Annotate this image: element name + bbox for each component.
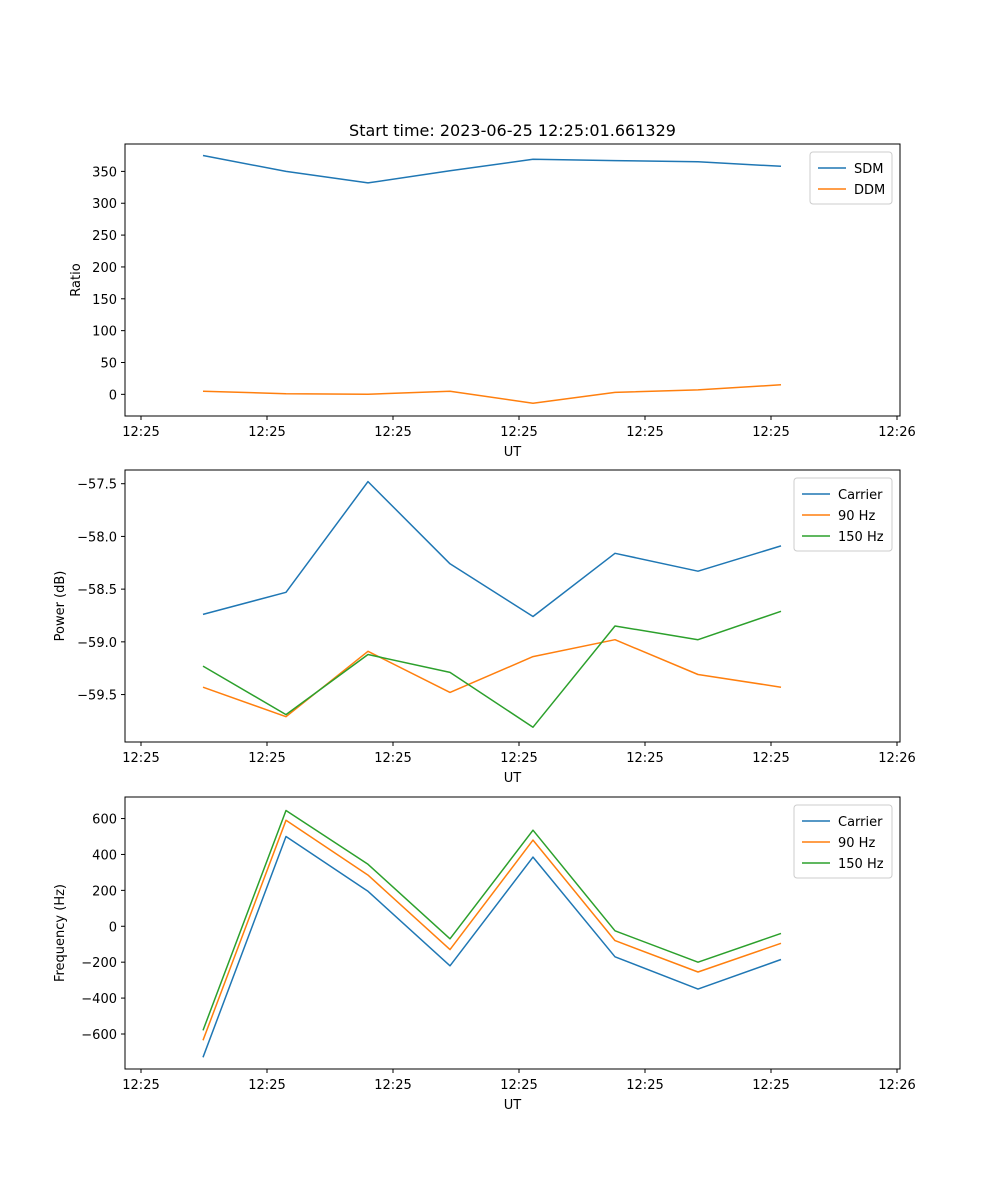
x-tick-label: 12:25	[500, 425, 537, 440]
y-tick-label: −59.0	[77, 636, 117, 651]
plot-frame	[124, 469, 901, 743]
x-tick-label: 12:25	[500, 1078, 537, 1093]
chart-panel-3: 12:25 12:25 12:25 12:25 12:25 12:25 12:26 −600 −…	[53, 796, 916, 1113]
x-tick-label: 12:25	[626, 425, 663, 440]
legend-label: DDM	[854, 183, 885, 198]
x-tick-label: 12:25	[626, 751, 663, 766]
y-axis-label: Power (dB)	[53, 571, 68, 642]
y-tick-label: 200	[92, 261, 117, 276]
y-tick-label: 600	[92, 813, 117, 828]
legend: Carrier 90 Hz 150 Hz	[793, 804, 893, 879]
series-line-carrier	[202, 480, 782, 618]
plot-frame	[124, 796, 901, 1070]
y-tick-label: −600	[81, 1028, 117, 1043]
x-tick-label: 12:25	[626, 1078, 663, 1093]
x-axis-label: UT	[504, 771, 522, 786]
y-tick-label: −59.5	[77, 689, 117, 704]
y-tick-label: 0	[109, 388, 117, 403]
chart-title: Start time: 2023-06-25 12:25:01.661329	[349, 121, 676, 140]
legend-label: 90 Hz	[838, 509, 875, 524]
x-tick-label: 12:25	[122, 1078, 159, 1093]
x-tick-label: 12:25	[122, 425, 159, 440]
x-tick-label: 12:26	[878, 1078, 915, 1093]
x-tick-label: 12:25	[248, 751, 285, 766]
x-tick-label: 12:25	[752, 1078, 789, 1093]
x-tick-label: 12:25	[752, 425, 789, 440]
chart-panel-1: 12:25 12:25 12:25 12:25 12:25 12:25 12:26 0 50 10…	[69, 121, 916, 460]
legend: Carrier 90 Hz 150 Hz	[793, 477, 893, 552]
legend-label: 150 Hz	[838, 530, 884, 545]
series-line-90-hz	[202, 819, 782, 1041]
series-line-90-hz	[202, 638, 782, 718]
x-tick-label: 12:25	[122, 751, 159, 766]
legend-label: Carrier	[838, 488, 883, 503]
y-tick-label: 150	[92, 293, 117, 308]
legend-label: SDM	[854, 162, 883, 177]
legend-box	[793, 804, 893, 879]
x-tick-label: 12:25	[248, 1078, 285, 1093]
y-tick-label: −400	[81, 992, 117, 1007]
legend-box	[793, 477, 893, 552]
y-tick-label: −58.0	[77, 530, 117, 545]
x-axis-label: UT	[504, 1098, 522, 1113]
x-tick-label: 12:25	[374, 1078, 411, 1093]
series-line-carrier	[202, 835, 782, 1058]
y-axis-label: Frequency (Hz)	[53, 884, 68, 982]
y-tick-label: 50	[100, 356, 117, 371]
legend-label: 150 Hz	[838, 857, 884, 872]
chart-panel-2: 12:25 12:25 12:25 12:25 12:25 12:25 12:26 −59.5…	[53, 469, 916, 786]
y-tick-label: −200	[81, 956, 117, 971]
x-axis-label: UT	[504, 445, 522, 460]
legend-label: Carrier	[838, 815, 883, 830]
y-tick-label: 250	[92, 229, 117, 244]
y-tick-label: 400	[92, 848, 117, 863]
x-tick-label: 12:26	[878, 425, 915, 440]
y-tick-label: −57.5	[77, 478, 117, 493]
y-tick-label: 0	[109, 920, 117, 935]
plot-frame	[124, 143, 901, 417]
series-line-150-hz	[202, 809, 782, 1031]
x-tick-label: 12:26	[878, 751, 915, 766]
legend-label: 90 Hz	[838, 836, 875, 851]
legend: SDM DDM	[809, 151, 893, 205]
y-tick-label: 350	[92, 165, 117, 180]
series-line-150-hz	[202, 610, 782, 728]
y-tick-label: 300	[92, 197, 117, 212]
series-line-ddm	[202, 384, 782, 405]
x-tick-label: 12:25	[374, 425, 411, 440]
series-line-sdm	[202, 154, 782, 184]
x-tick-label: 12:25	[752, 751, 789, 766]
y-axis-label: Ratio	[69, 263, 84, 296]
y-tick-label: 200	[92, 884, 117, 899]
y-tick-label: 100	[92, 325, 117, 340]
legend-box	[809, 151, 893, 205]
x-tick-label: 12:25	[374, 751, 411, 766]
x-tick-label: 12:25	[500, 751, 537, 766]
x-tick-label: 12:25	[248, 425, 285, 440]
y-tick-label: −58.5	[77, 583, 117, 598]
